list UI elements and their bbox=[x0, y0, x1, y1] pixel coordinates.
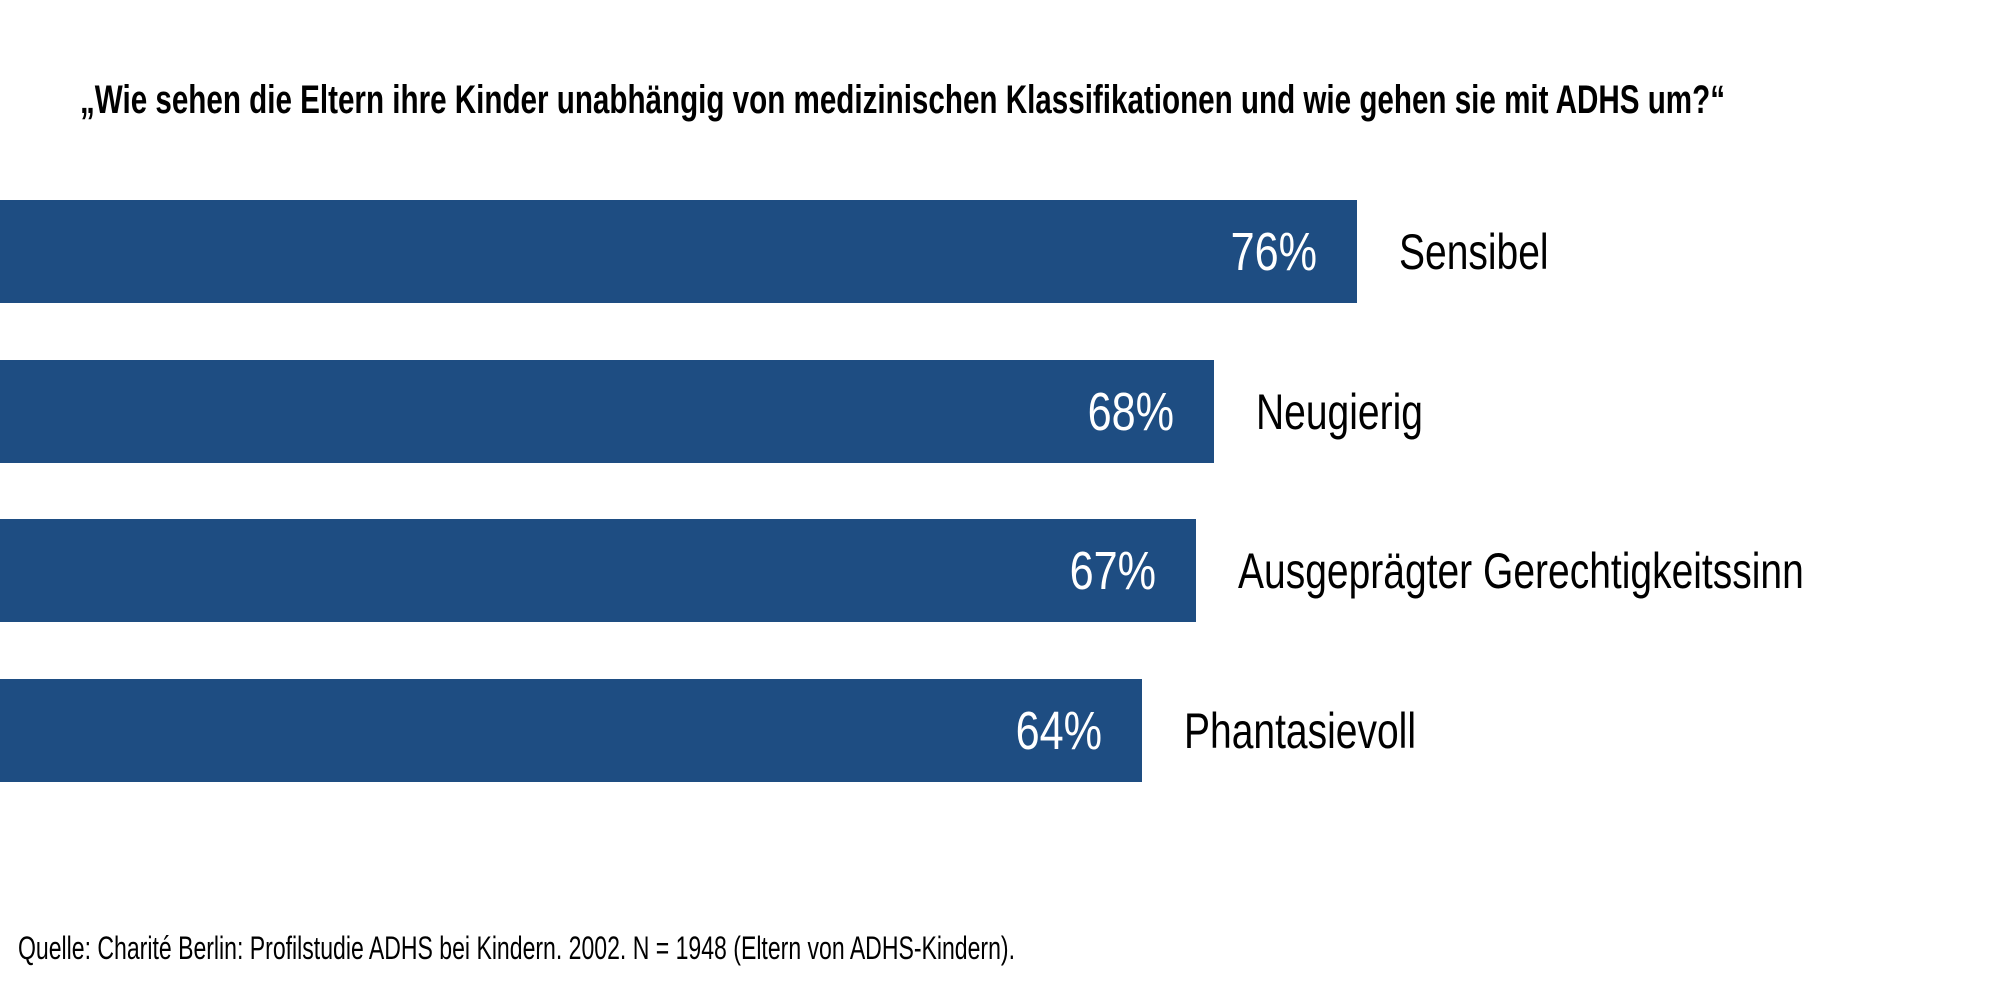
bar-row: 76% Sensibel bbox=[0, 200, 2000, 303]
bar-category-label: Ausgeprägter Gerechtigkeitssinn bbox=[1238, 519, 1963, 622]
source-note: Quelle: Charité Berlin: Profilstudie ADH… bbox=[18, 930, 1015, 966]
bar-value-label: 68% bbox=[1087, 381, 1174, 442]
bar-category-text: Ausgeprägter Gerechtigkeitssinn bbox=[1238, 542, 1804, 599]
bar-row: 64% Phantasievoll bbox=[0, 679, 2000, 782]
bar: 67% bbox=[0, 519, 1196, 622]
chart-title: „Wie sehen die Eltern ihre Kinder unabhä… bbox=[80, 78, 1725, 122]
bar-category-label: Sensibel bbox=[1399, 200, 1591, 303]
bar-category-label: Phantasievoll bbox=[1184, 679, 1481, 782]
bar-value-label: 76% bbox=[1230, 221, 1317, 282]
bar: 64% bbox=[0, 679, 1142, 782]
bar-category-text: Phantasievoll bbox=[1184, 702, 1416, 759]
bar-category-label: Neugierig bbox=[1256, 360, 1470, 463]
bar: 68% bbox=[0, 360, 1214, 463]
bar-value-label: 64% bbox=[1015, 700, 1102, 761]
bar-row: 67% Ausgeprägter Gerechtigkeitssinn bbox=[0, 519, 2000, 622]
bar-row: 68% Neugierig bbox=[0, 360, 2000, 463]
bar: 76% bbox=[0, 200, 1357, 303]
bar-category-text: Sensibel bbox=[1399, 223, 1549, 280]
bar-value-label: 67% bbox=[1069, 540, 1156, 601]
bar-category-text: Neugierig bbox=[1256, 383, 1423, 440]
